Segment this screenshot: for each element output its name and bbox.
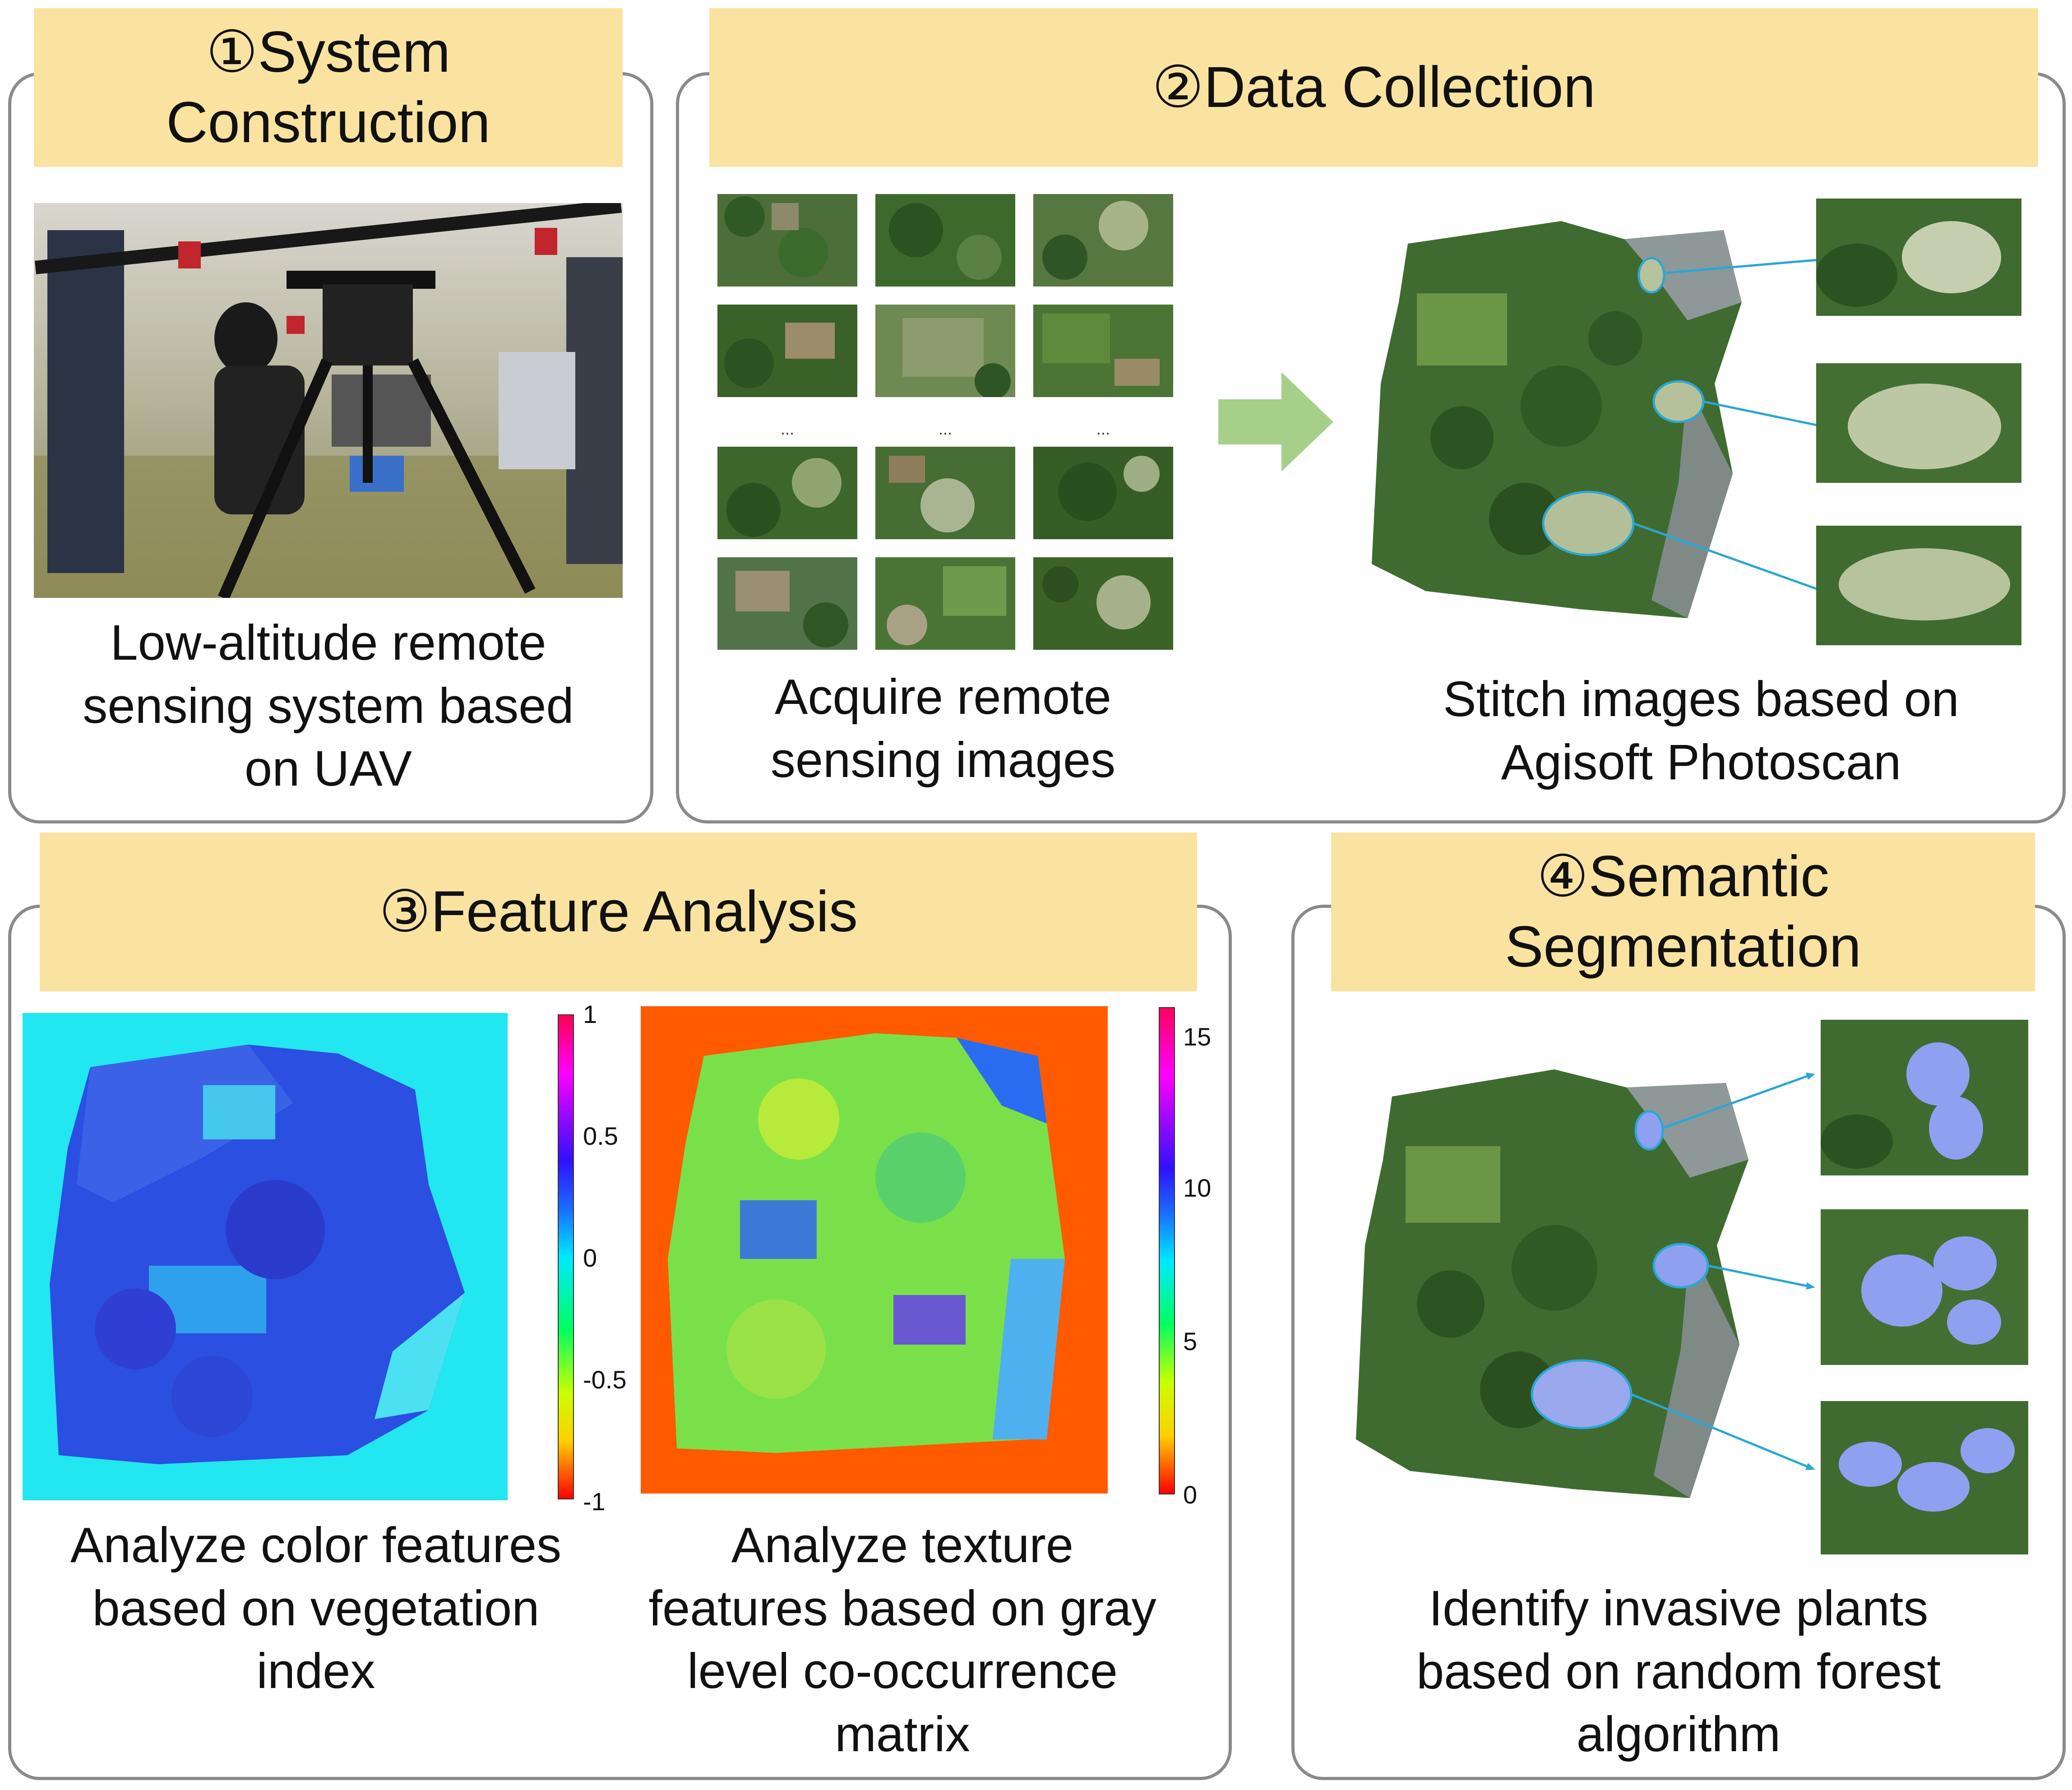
- colorbar-left-tick-neg1: -1: [583, 1487, 606, 1516]
- callout-lines-segmented: [1631, 1073, 1815, 1470]
- panel-3-caption-right: Analyze texture features based on gray l…: [648, 1517, 1156, 1762]
- aerial-thumbnail: [1033, 447, 1173, 539]
- texture-feature-map: [641, 1006, 1108, 1494]
- colorbar-right-tick-5: 5: [1183, 1327, 1198, 1355]
- ellipsis-1: ...: [781, 420, 795, 438]
- aerial-thumbnail: [1033, 557, 1173, 650]
- segmented-detail-crop: [1821, 1209, 2028, 1365]
- vegetation-index-map: [23, 1013, 508, 1500]
- aerial-thumbnail: [875, 557, 1015, 650]
- colorbar-texture: [1159, 1007, 1175, 1494]
- aerial-thumbnail: [717, 557, 857, 650]
- panel-3-caption-left: Analyze color features based on vegetati…: [70, 1517, 562, 1699]
- panel-2-title: ②Data Collection: [709, 8, 2038, 167]
- segmented-detail-crop: [1821, 1401, 2028, 1554]
- colorbar-left-tick-0-5: 0.5: [583, 1122, 618, 1150]
- colorbar-right-tick-15: 15: [1183, 1022, 1212, 1051]
- aerial-image-grid: ... ... ...: [717, 194, 1173, 650]
- colorbar-left-tick-0: 0: [583, 1244, 597, 1272]
- colorbar-left-tick-1: 1: [583, 1000, 597, 1028]
- colorbar-right-tick-0: 0: [1183, 1480, 1198, 1509]
- aerial-thumbnail: [717, 305, 857, 397]
- detail-crop: [1816, 526, 2021, 645]
- panel-3-title: ③Feature Analysis: [40, 833, 1197, 991]
- ellipsis-3: ...: [1096, 420, 1110, 438]
- panel-1-title: ①System Construction: [34, 8, 623, 167]
- aerial-thumbnail: [875, 305, 1015, 397]
- aerial-thumbnail: [875, 194, 1015, 287]
- detail-crop: [1816, 199, 2021, 316]
- aerial-thumbnail: [717, 447, 857, 539]
- aerial-thumbnail: [875, 447, 1015, 539]
- panel-2-caption-right: Stitch images based on Agisoft Photoscan: [1443, 671, 1959, 790]
- uav-photo: [34, 203, 623, 598]
- colorbar-vegetation-index: [558, 1014, 574, 1499]
- segmented-orthomosaic: [1356, 1051, 1762, 1512]
- right-arrow-icon: [1218, 372, 1333, 472]
- panel-4-title: ④Semantic Segmentation: [1331, 833, 2035, 991]
- detail-crop: [1816, 363, 2021, 483]
- aerial-thumbnail: [1033, 305, 1173, 397]
- aerial-thumbnail: [1033, 194, 1173, 287]
- callout-lines-stitched: [1633, 256, 1831, 594]
- colorbar-right-tick-10: 10: [1183, 1174, 1212, 1202]
- segmented-detail-crop: [1821, 1020, 2028, 1175]
- colorbar-left-tick-neg0-5: -0.5: [583, 1365, 627, 1394]
- panel-4-caption: Identify invasive plants based on random…: [1416, 1581, 1941, 1762]
- panel-1-caption: Low-altitude remote sensing system based…: [83, 615, 574, 797]
- aerial-thumbnail: [717, 194, 857, 287]
- panel-2-caption-left: Acquire remote sensing images: [770, 669, 1116, 788]
- ellipsis-2: ...: [939, 420, 953, 438]
- stitched-orthomosaic: [1372, 203, 1755, 632]
